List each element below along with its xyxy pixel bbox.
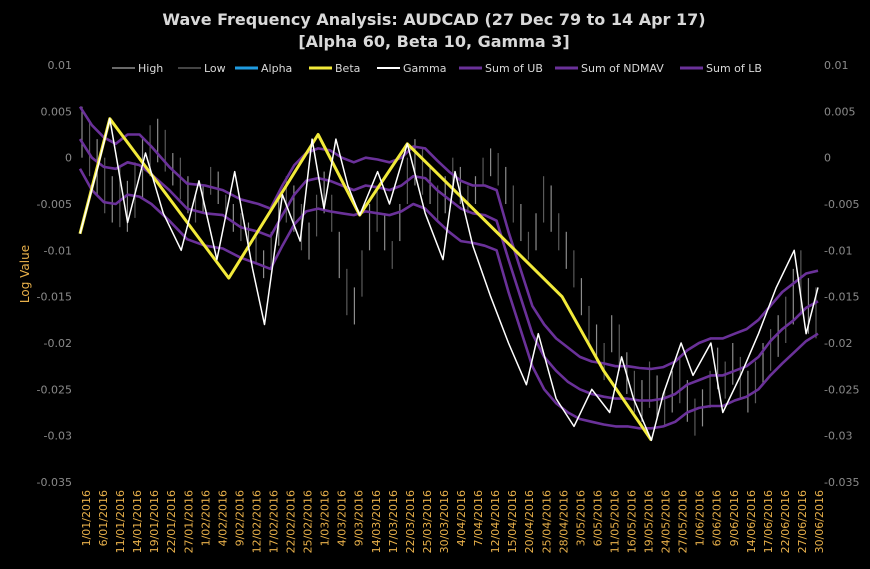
x-tick-label: 17/02/2016 [268,490,281,553]
x-tick-label: 9/02/2016 [233,490,246,546]
x-tick-label: 22/06/2016 [779,490,792,553]
y-tick-right: -0.015 [824,291,859,304]
y-tick-left: -0.025 [37,383,72,396]
y-tick-left: -0.03 [44,430,72,443]
x-tick-label: 22/01/2016 [165,490,178,553]
x-tick-label: 20/04/2016 [523,490,536,553]
x-tick-label: 9/03/2016 [353,490,366,546]
x-tick-label: 25/02/2016 [302,490,315,553]
y-tick-right: 0 [824,152,831,165]
x-tick-label: 27/01/2016 [182,490,195,553]
y-tick-left: 0.01 [48,59,73,72]
x-tick-label: 11/05/2016 [608,490,621,553]
y-tick-right: -0.02 [824,337,852,350]
legend: High Low Alpha Beta Gamma Sum of UB Sum of NDM… [112,62,762,75]
x-tick-label: 6/06/2016 [711,490,724,546]
legend-label: Sum of LB [706,62,762,75]
y-tick-left: 0 [65,152,72,165]
y-tick-right: -0.005 [824,198,859,211]
y-tick-right: -0.025 [824,383,859,396]
x-tick-label: 3/05/2016 [574,490,587,546]
x-tick-label: 19/05/2016 [643,490,656,553]
x-tick-label: 1/01/2016 [80,490,93,546]
x-tick-label: 24/05/2016 [660,490,673,553]
x-tick-label: 27/05/2016 [677,490,690,553]
legend-label: Alpha [261,62,292,75]
x-tick-label: 27/06/2016 [796,490,809,553]
x-tick-label: 22/03/2016 [404,490,417,553]
x-tick-label: 4/02/2016 [216,490,229,546]
series-lines [78,105,819,442]
x-tick-label: 6/05/2016 [591,490,604,546]
y-tick-left: 0.005 [41,105,73,118]
x-tick-label: 19/01/2016 [148,490,161,553]
y-tick-left: -0.02 [44,337,72,350]
x-tick-label: 14/06/2016 [745,490,758,553]
y-tick-right: -0.01 [824,244,852,257]
y-tick-left: -0.005 [37,198,72,211]
legend-label: Sum of UB [485,62,543,75]
y-tick-right: -0.035 [824,476,859,489]
x-tick-label: 6/01/2016 [97,490,110,546]
x-tick-label: 12/04/2016 [489,490,502,553]
x-tick-label: 22/02/2016 [285,490,298,553]
x-tick-label: 1/03/2016 [319,490,332,546]
y-tick-left: -0.015 [37,291,72,304]
y-tick-right: 0.005 [824,105,856,118]
x-tick-label: 7/04/2016 [472,490,485,546]
x-tick-label: 30/06/2016 [813,490,826,553]
series-line-gamma [79,117,819,442]
x-tick-label: 16/05/2016 [625,490,638,553]
y-tick-right: 0.01 [824,59,849,72]
x-tick-label: 25/03/2016 [421,490,434,553]
y-tick-right: -0.03 [824,430,852,443]
legend-label: High [138,62,163,75]
x-tick-label: 4/04/2016 [455,490,468,546]
x-tick-label: 9/06/2016 [728,490,741,546]
x-tick-label: 1/02/2016 [199,490,212,546]
x-tick-label: 1/06/2016 [694,490,707,546]
x-tick-label: 12/02/2016 [250,490,263,553]
series-line-sum-of-ndmav [78,138,819,402]
legend-label: Beta [335,62,360,75]
x-tick-label: 14/01/2016 [131,490,144,553]
y-tick-left: -0.035 [37,476,72,489]
legend-label: Gamma [403,62,446,75]
legend-label: Sum of NDMAV [581,62,664,75]
x-axis: 1/01/2016 6/01/2016 11/01/2016 14/01/2016 19… [80,490,826,553]
x-tick-label: 17/03/2016 [387,490,400,553]
x-tick-label: 4/03/2016 [336,490,349,546]
x-tick-label: 15/04/2016 [506,490,519,553]
x-tick-label: 14/03/2016 [370,490,383,553]
y-tick-left: -0.01 [44,244,72,257]
legend-label: Low [204,62,226,75]
y-axis-right: 0.01 0.005 0 -0.005 -0.01 -0.015 -0.02 -0.025 -0… [824,59,859,489]
x-tick-label: 11/01/2016 [114,490,127,553]
x-tick-label: 17/06/2016 [762,490,775,553]
x-tick-label: 25/04/2016 [540,490,553,553]
x-tick-label: 30/03/2016 [438,490,451,553]
series-line-sum-of-ub [78,105,819,371]
chart-title: Wave Frequency Analysis: AUDCAD (27 Dec … [162,10,705,29]
y-axis-label: Log Value [18,245,32,303]
x-tick-label: 28/04/2016 [557,490,570,553]
y-axis-left: 0.01 0.005 0 -0.005 -0.01 -0.015 -0.02 -0.025 -0… [37,59,72,489]
chart-subtitle: [Alpha 60, Beta 10, Gamma 3] [298,32,569,51]
